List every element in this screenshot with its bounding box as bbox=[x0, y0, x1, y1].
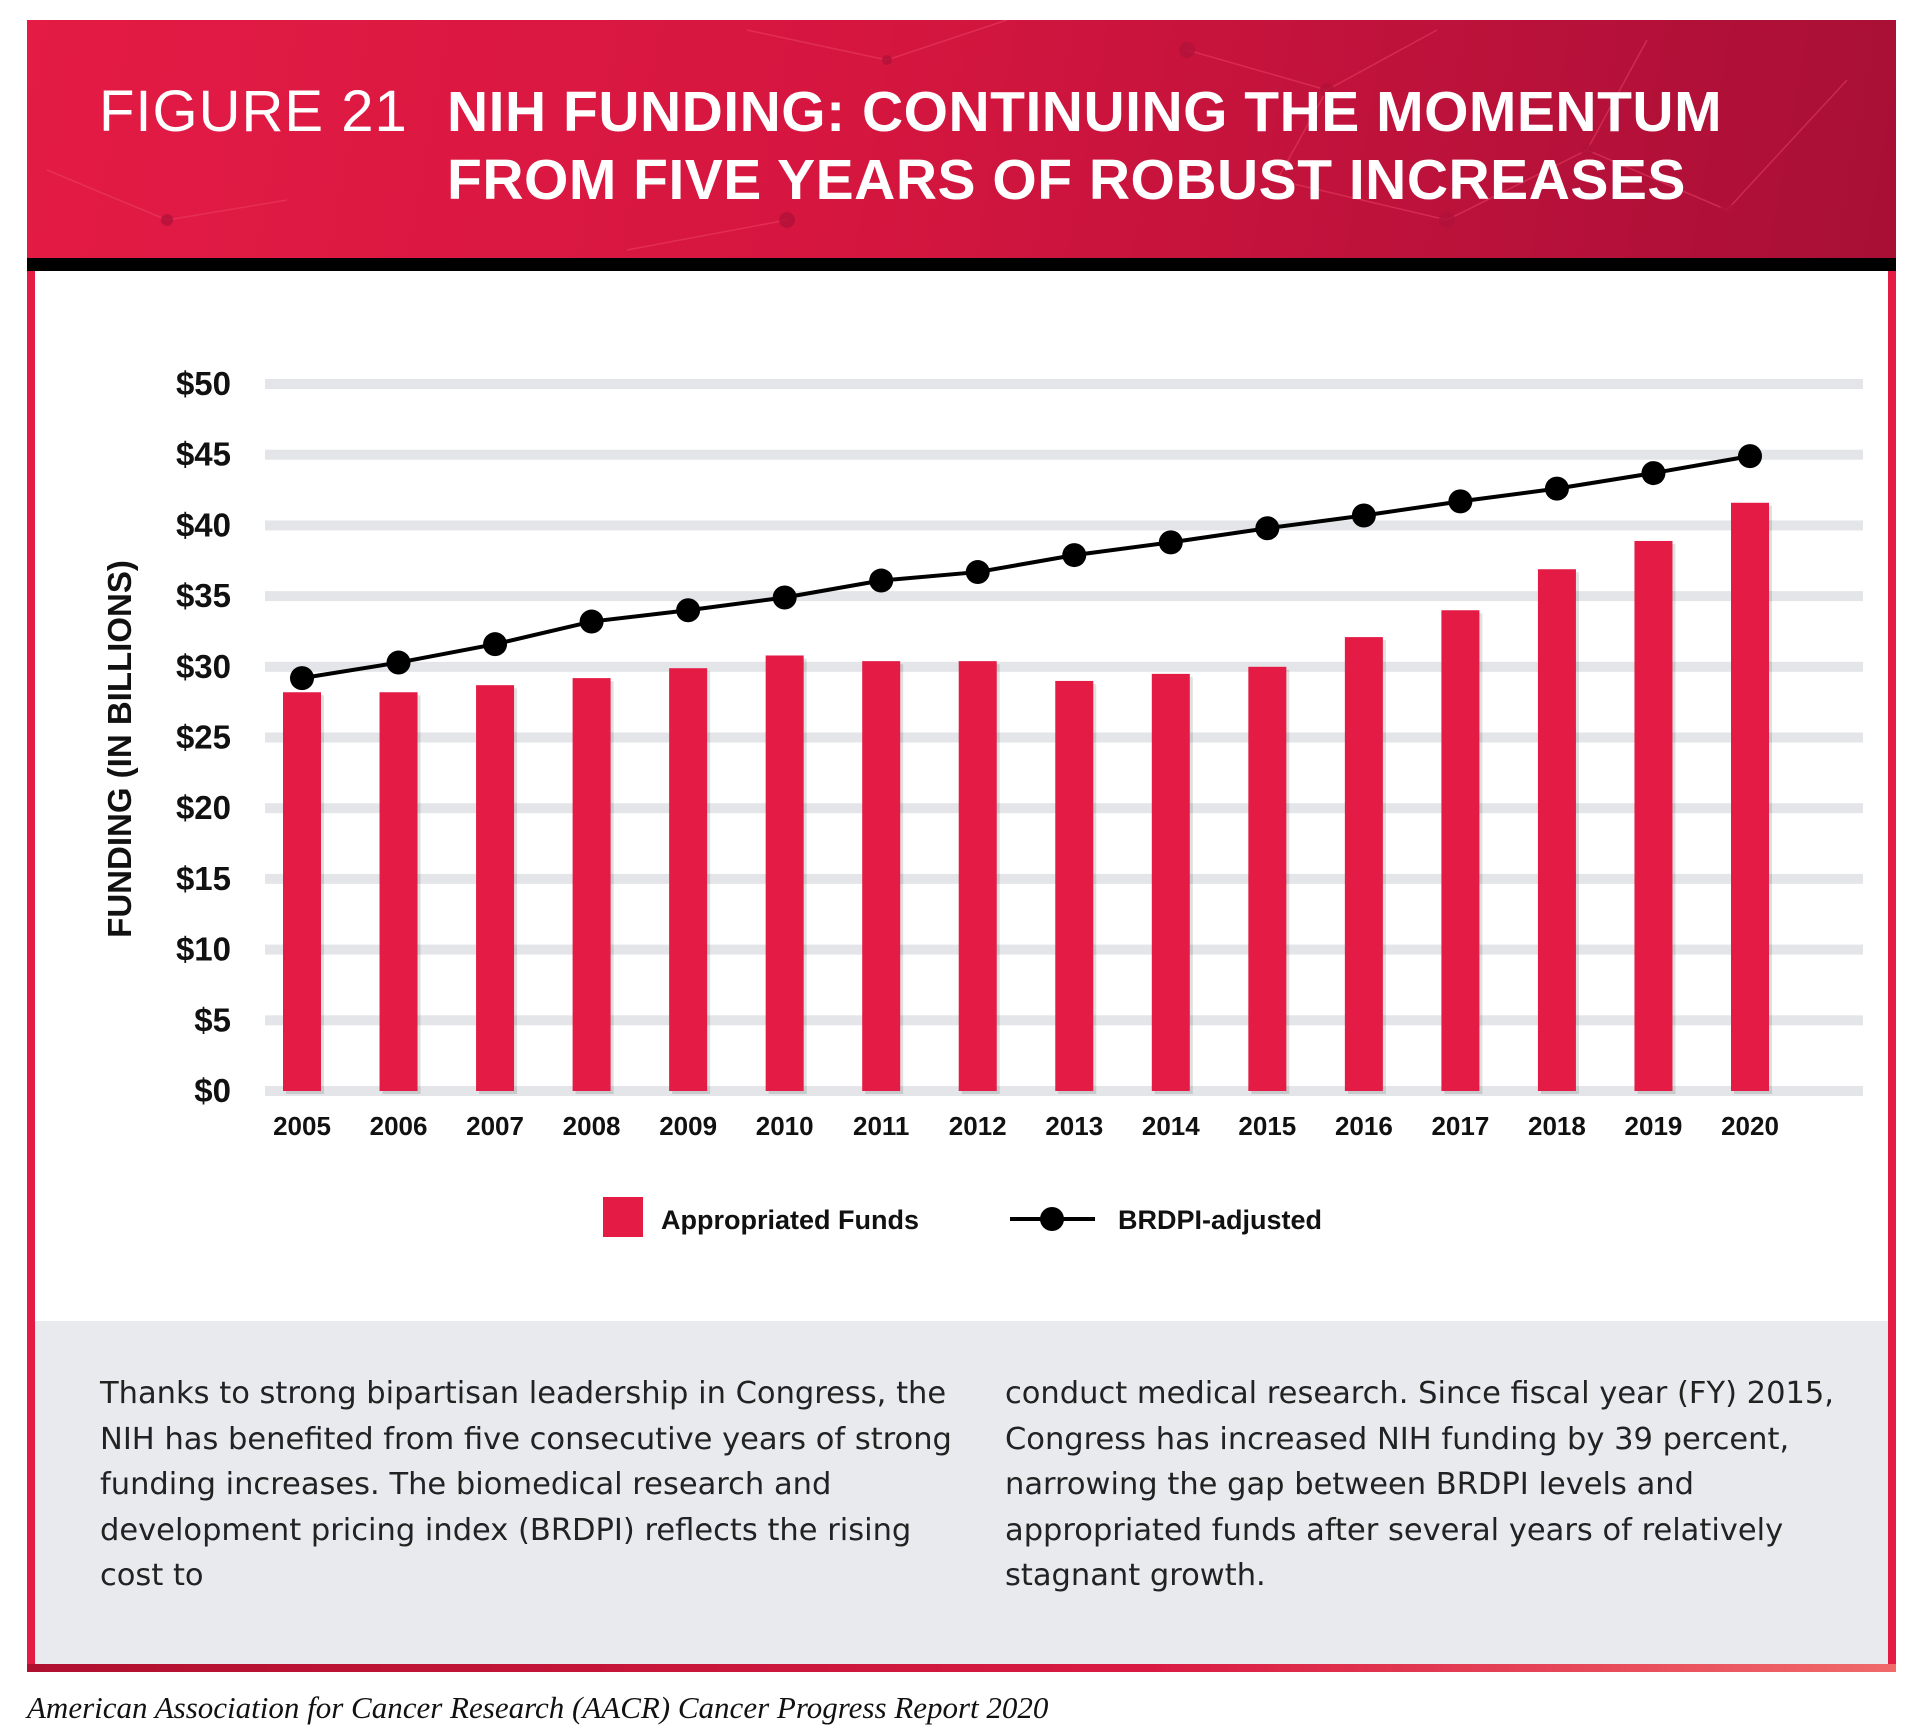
brdpi-point-2019 bbox=[1641, 461, 1666, 486]
figure-title: NIH FUNDING: CONTINUING THE MOMENTUM FRO… bbox=[447, 80, 1723, 212]
brdpi-point-2012 bbox=[965, 560, 990, 585]
bar-appropriated-2007 bbox=[476, 685, 515, 1091]
y-tick-label: $0 bbox=[194, 1072, 231, 1109]
figure-header: FIGURE 21 NIH FUNDING: CONTINUING THE MO… bbox=[27, 20, 1896, 258]
legend-label-appropriated: Appropriated Funds bbox=[661, 1205, 919, 1235]
bar-appropriated-2014 bbox=[1151, 673, 1190, 1091]
network-pattern bbox=[46, 20, 1848, 251]
x-tick-label: 2019 bbox=[1625, 1111, 1683, 1141]
figure-number: FIGURE 21 bbox=[99, 79, 408, 144]
legend-line-marker bbox=[1040, 1207, 1064, 1231]
y-tick-label: $30 bbox=[176, 648, 231, 685]
x-tick-label: 2016 bbox=[1335, 1111, 1393, 1141]
source-citation: American Association for Cancer Research… bbox=[27, 1690, 1049, 1725]
y-axis-title: FUNDING (IN BILLIONS) bbox=[101, 560, 138, 938]
brdpi-point-2015 bbox=[1255, 516, 1280, 541]
y-tick-label: $35 bbox=[176, 577, 231, 614]
x-tick-label: 2010 bbox=[756, 1111, 814, 1141]
y-tick-label: $20 bbox=[176, 789, 231, 826]
bar-appropriated-2011 bbox=[862, 661, 901, 1091]
y-tick-label: $45 bbox=[176, 436, 231, 473]
brdpi-line bbox=[301, 454, 1751, 681]
x-tick-label: 2017 bbox=[1431, 1111, 1489, 1141]
x-tick-label: 2014 bbox=[1142, 1111, 1200, 1141]
brdpi-point-2018 bbox=[1544, 476, 1569, 501]
bar-appropriated-2019 bbox=[1634, 540, 1673, 1091]
bar-appropriated-2018 bbox=[1537, 569, 1576, 1091]
bottom-accent-band bbox=[27, 1664, 1896, 1672]
nih-funding-chart: $0 $5 $10 $15 $20 $25 $30 $35 $40 $45 $50 FUNDING (… bbox=[101, 365, 1863, 1237]
y-gridline bbox=[265, 449, 1863, 460]
brdpi-point-2006 bbox=[386, 650, 411, 675]
x-tick-label: 2012 bbox=[949, 1111, 1007, 1141]
legend-label-brdpi: BRDPI-adjusted bbox=[1118, 1205, 1322, 1235]
x-tick-label: 2007 bbox=[466, 1111, 524, 1141]
x-tick-label: 2006 bbox=[370, 1111, 428, 1141]
x-tick-label: 2005 bbox=[273, 1111, 331, 1141]
brdpi-point-2010 bbox=[772, 585, 797, 610]
x-tick-label: 2008 bbox=[563, 1111, 621, 1141]
x-tick-label: 2009 bbox=[659, 1111, 717, 1141]
y-tick-label: $40 bbox=[176, 506, 231, 543]
x-tick-label: 2020 bbox=[1721, 1111, 1779, 1141]
legend-bar-swatch bbox=[603, 1197, 643, 1237]
bar-appropriated-2006 bbox=[379, 692, 418, 1091]
bar-appropriated-2010 bbox=[765, 655, 804, 1091]
y-tick-label: $25 bbox=[176, 719, 231, 756]
bar-appropriated-2008 bbox=[572, 678, 611, 1091]
x-tick-label: 2011 bbox=[853, 1111, 909, 1141]
description-box: Thanks to strong bipartisan leadership i… bbox=[35, 1321, 1888, 1664]
brdpi-point-2017 bbox=[1448, 489, 1473, 514]
brdpi-point-2005 bbox=[290, 666, 314, 691]
brdpi-point-2020 bbox=[1738, 444, 1762, 469]
brdpi-point-2008 bbox=[579, 609, 604, 634]
y-tick-label: $10 bbox=[176, 931, 231, 968]
brdpi-point-2011 bbox=[869, 568, 894, 593]
description-paragraph-right: conduct medical research. Since fiscal y… bbox=[1005, 1376, 1834, 1593]
y-gridline bbox=[265, 520, 1863, 531]
figure-frame: FIGURE 21 NIH FUNDING: CONTINUING THE MO… bbox=[27, 20, 1896, 1672]
description-paragraph-left: Thanks to strong bipartisan leadership i… bbox=[100, 1376, 952, 1593]
x-tick-label: 2013 bbox=[1045, 1111, 1103, 1141]
brdpi-point-2016 bbox=[1351, 503, 1376, 528]
bar-appropriated-2009 bbox=[669, 668, 708, 1091]
y-gridline bbox=[265, 591, 1863, 602]
brdpi-point-2013 bbox=[1062, 543, 1087, 568]
chart-panel: $0 $5 $10 $15 $20 $25 $30 $35 $40 $45 $50 FUNDING (… bbox=[35, 271, 1888, 1321]
bar-appropriated-2016 bbox=[1344, 637, 1383, 1091]
brdpi-point-2014 bbox=[1158, 530, 1183, 555]
bar-appropriated-2017 bbox=[1441, 610, 1480, 1091]
brdpi-point-2007 bbox=[483, 632, 508, 657]
bar-appropriated-2012 bbox=[958, 661, 997, 1091]
y-tick-label: $50 bbox=[176, 365, 231, 402]
y-gridline bbox=[265, 379, 1863, 389]
x-tick-label: 2015 bbox=[1238, 1111, 1296, 1141]
y-tick-label: $5 bbox=[194, 1001, 231, 1038]
y-gridline bbox=[265, 661, 1863, 672]
x-tick-label: 2018 bbox=[1528, 1111, 1586, 1141]
bar-appropriated-2015 bbox=[1248, 666, 1287, 1091]
bar-appropriated-2020 bbox=[1731, 502, 1769, 1091]
bar-appropriated-2005 bbox=[283, 692, 321, 1091]
bar-appropriated-2013 bbox=[1055, 680, 1094, 1091]
header-divider bbox=[27, 258, 1896, 271]
brdpi-point-2009 bbox=[676, 598, 701, 623]
y-tick-label: $15 bbox=[176, 860, 231, 897]
